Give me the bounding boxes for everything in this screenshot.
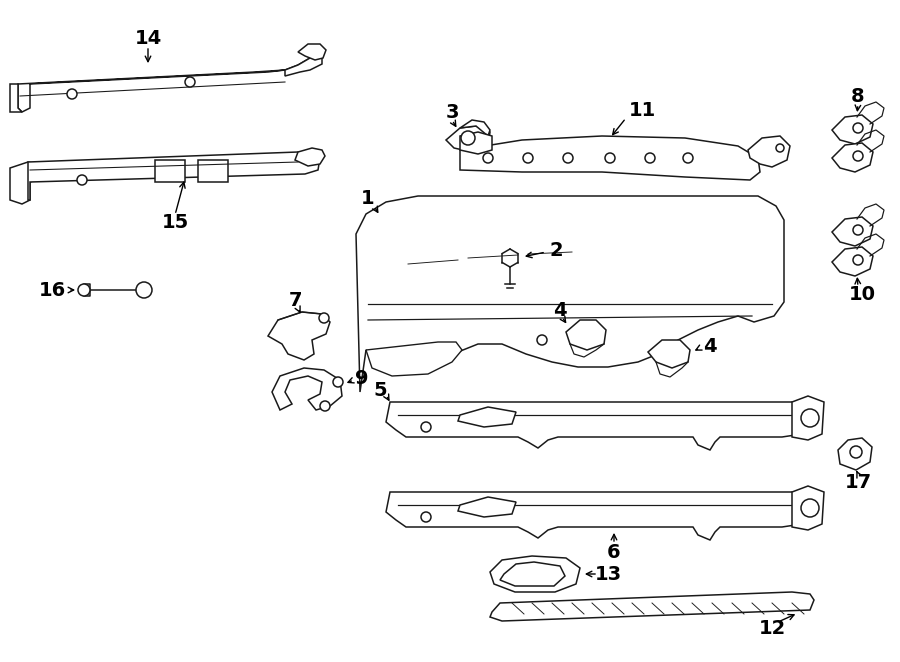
Circle shape xyxy=(421,422,431,432)
Polygon shape xyxy=(10,84,22,112)
Polygon shape xyxy=(18,52,318,112)
Polygon shape xyxy=(490,556,580,592)
Circle shape xyxy=(136,282,152,298)
Text: 11: 11 xyxy=(628,101,655,120)
Circle shape xyxy=(563,153,573,163)
Text: 15: 15 xyxy=(161,213,189,232)
Polygon shape xyxy=(458,497,516,517)
Polygon shape xyxy=(838,438,872,470)
Circle shape xyxy=(421,512,431,522)
Polygon shape xyxy=(832,115,873,144)
Circle shape xyxy=(67,89,77,99)
Text: 5: 5 xyxy=(374,381,387,399)
Text: 1: 1 xyxy=(361,189,374,207)
Text: 4: 4 xyxy=(554,301,567,320)
Circle shape xyxy=(461,131,475,145)
Text: 8: 8 xyxy=(851,87,865,105)
Circle shape xyxy=(483,153,493,163)
Polygon shape xyxy=(792,486,824,530)
Text: 6: 6 xyxy=(608,542,621,561)
Circle shape xyxy=(523,153,533,163)
Circle shape xyxy=(78,284,90,296)
Polygon shape xyxy=(356,196,784,392)
Text: 17: 17 xyxy=(844,473,871,491)
Text: 9: 9 xyxy=(356,369,369,387)
Polygon shape xyxy=(268,312,330,360)
Circle shape xyxy=(853,255,863,265)
Text: 4: 4 xyxy=(703,336,716,355)
Circle shape xyxy=(605,153,615,163)
Circle shape xyxy=(645,153,655,163)
Polygon shape xyxy=(366,342,462,376)
Polygon shape xyxy=(272,368,342,410)
Polygon shape xyxy=(446,126,490,152)
Polygon shape xyxy=(832,247,873,276)
Polygon shape xyxy=(458,407,516,427)
Polygon shape xyxy=(792,396,824,440)
Polygon shape xyxy=(386,402,808,450)
Circle shape xyxy=(333,377,343,387)
Text: 12: 12 xyxy=(759,618,786,638)
Circle shape xyxy=(77,175,87,185)
Polygon shape xyxy=(460,120,490,136)
Circle shape xyxy=(850,446,862,458)
Circle shape xyxy=(853,225,863,235)
Circle shape xyxy=(853,151,863,161)
Text: 3: 3 xyxy=(446,103,459,122)
Circle shape xyxy=(537,335,547,345)
Circle shape xyxy=(319,313,329,323)
Circle shape xyxy=(801,409,819,427)
Polygon shape xyxy=(285,52,322,76)
Polygon shape xyxy=(460,136,760,180)
Circle shape xyxy=(801,499,819,517)
Circle shape xyxy=(853,123,863,133)
Polygon shape xyxy=(832,143,873,172)
Polygon shape xyxy=(490,592,814,621)
Circle shape xyxy=(683,153,693,163)
Polygon shape xyxy=(648,340,690,368)
Polygon shape xyxy=(748,136,790,167)
Polygon shape xyxy=(28,152,320,200)
Circle shape xyxy=(320,401,330,411)
Polygon shape xyxy=(295,148,325,166)
Polygon shape xyxy=(500,562,565,586)
Text: 16: 16 xyxy=(39,281,66,299)
Polygon shape xyxy=(386,492,808,540)
Text: 13: 13 xyxy=(594,565,622,583)
Bar xyxy=(155,160,185,182)
Text: 7: 7 xyxy=(288,291,302,310)
Polygon shape xyxy=(10,162,42,204)
Polygon shape xyxy=(832,217,873,246)
Polygon shape xyxy=(566,320,606,350)
Bar xyxy=(198,160,228,182)
Polygon shape xyxy=(298,44,326,60)
Text: 2: 2 xyxy=(549,240,562,260)
Circle shape xyxy=(185,77,195,87)
Circle shape xyxy=(776,144,784,152)
Text: 10: 10 xyxy=(849,285,876,303)
Text: 14: 14 xyxy=(134,28,162,48)
Polygon shape xyxy=(460,132,492,154)
